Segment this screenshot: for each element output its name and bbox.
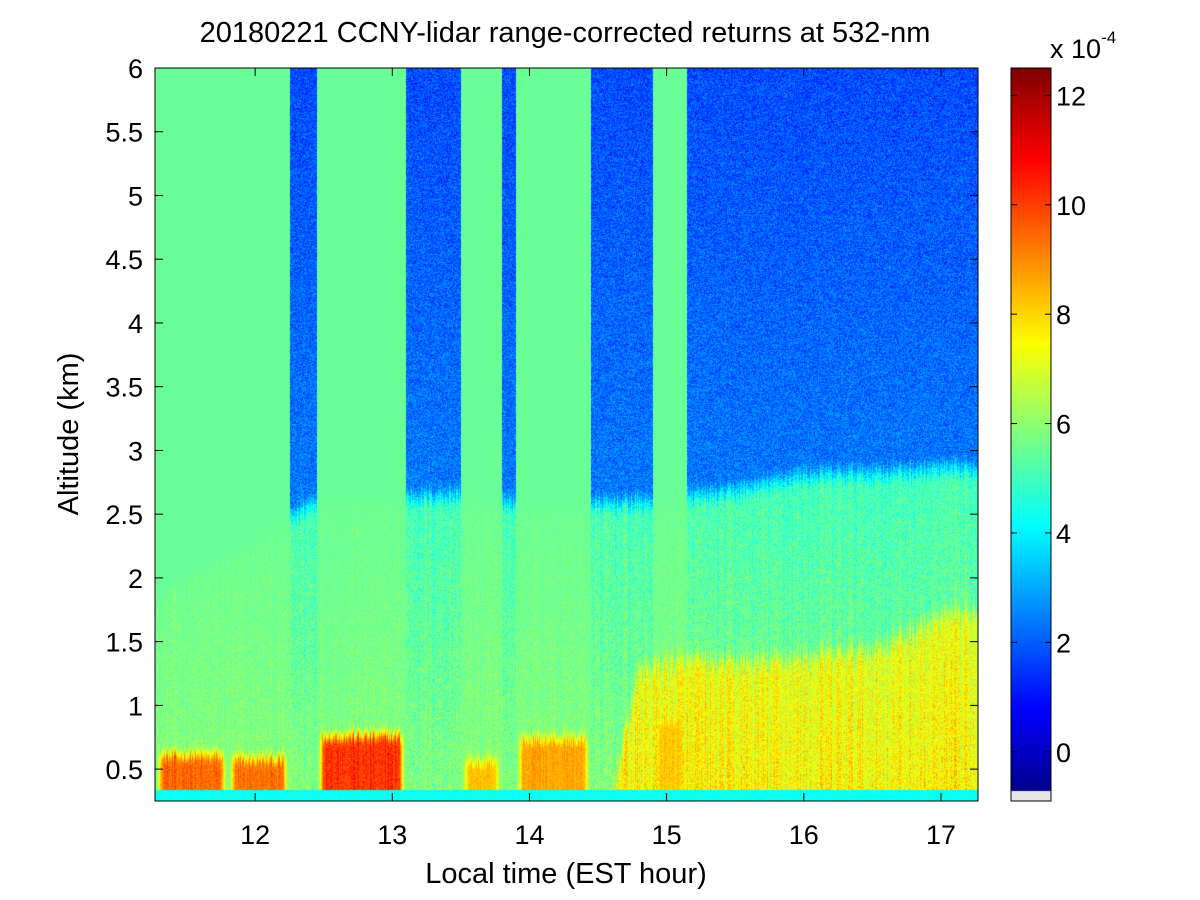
heatmap-image	[155, 68, 978, 801]
colorbar-tick-label: 4	[1056, 519, 1071, 549]
colorbar-gradient	[1011, 68, 1051, 801]
x-tick-label: 12	[240, 820, 270, 850]
colorbar-tick-label: 8	[1056, 300, 1071, 330]
y-axis-ticks: 0.5 1 1.5 2 2.5 3 3.5 4 4.5 5 5.5 6	[105, 54, 978, 785]
y-tick-label: 0.5	[105, 755, 143, 785]
colorbar-ticks: 0 2 4 6 8 10 12	[1011, 81, 1086, 768]
y-tick-label: 5	[128, 181, 143, 211]
colorbar-tick-label: 10	[1056, 191, 1086, 221]
y-tick-label: 1.5	[105, 628, 143, 658]
y-tick-label: 5.5	[105, 118, 143, 148]
y-tick-label: 1	[128, 691, 143, 721]
plot-area: 12 13 14 15 16 17 0.5 1 1.5 2 2.5 3 3.5 4 4.5 5 5.5 6	[105, 54, 979, 850]
y-axis-label: Altitude (km)	[53, 353, 85, 516]
chart-title: 20180221 CCNY-lidar range-corrected retu…	[200, 17, 931, 49]
x-tick-label: 16	[789, 820, 819, 850]
y-tick-label: 2	[128, 564, 143, 594]
colorbar-tick-label: 6	[1056, 410, 1071, 440]
y-tick-label: 3	[128, 436, 143, 466]
colorbar-tick-label: 0	[1056, 738, 1071, 768]
colorbar-multiplier-exponent: -4	[1101, 28, 1116, 47]
x-tick-label: 14	[514, 820, 544, 850]
x-axis-label: Local time (EST hour)	[425, 858, 707, 890]
y-tick-label: 4	[128, 309, 143, 339]
x-tick-label: 17	[926, 820, 956, 850]
plot-frame	[154, 67, 979, 802]
colorbar-multiplier: x 10-4	[1050, 28, 1116, 64]
x-axis-ticks: 12 13 14 15 16 17	[240, 68, 956, 850]
colorbar: 0 2 4 6 8 10 12 x 10-4	[1010, 28, 1116, 802]
colorbar-tick-label: 12	[1056, 81, 1086, 111]
colorbar-multiplier-base: x 10	[1050, 34, 1101, 64]
colorbar-tick-label: 2	[1056, 628, 1071, 658]
x-tick-label: 15	[652, 820, 682, 850]
y-tick-label: 4.5	[105, 245, 143, 275]
y-tick-label: 6	[128, 54, 143, 84]
y-tick-label: 3.5	[105, 373, 143, 403]
x-tick-label: 13	[377, 820, 407, 850]
y-tick-label: 2.5	[105, 500, 143, 530]
colorbar-frame	[1010, 67, 1052, 802]
